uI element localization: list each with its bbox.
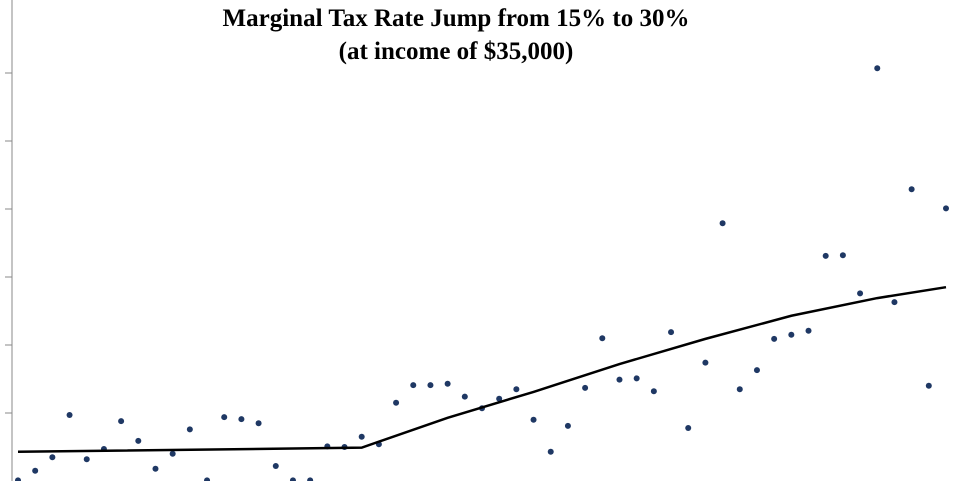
- data-point: [616, 376, 623, 383]
- data-point: [49, 454, 56, 461]
- data-point: [857, 290, 864, 297]
- data-point: [753, 367, 760, 374]
- data-point: [822, 252, 829, 259]
- data-point: [530, 416, 537, 423]
- data-point: [599, 335, 606, 342]
- data-point: [891, 299, 898, 306]
- data-point: [788, 331, 795, 338]
- data-point: [582, 384, 589, 391]
- data-point: [255, 420, 262, 427]
- data-point: [410, 382, 417, 389]
- chart-subtitle: (at income of $35,000): [339, 38, 574, 65]
- data-point: [925, 382, 932, 389]
- data-point: [204, 477, 211, 481]
- data-point: [83, 456, 90, 463]
- data-point: [874, 65, 881, 72]
- data-point: [186, 426, 193, 433]
- data-point: [32, 467, 39, 474]
- data-point: [461, 393, 468, 400]
- chart-title: Marginal Tax Rate Jump from 15% to 30%: [223, 5, 690, 32]
- data-point: [135, 437, 142, 444]
- data-point: [15, 477, 21, 481]
- data-point: [289, 477, 296, 481]
- data-point: [668, 329, 675, 336]
- data-point: [547, 448, 554, 455]
- data-point: [564, 422, 571, 429]
- data-point: [908, 186, 915, 193]
- data-point: [169, 450, 176, 457]
- data-point: [427, 382, 434, 389]
- data-point: [307, 477, 314, 481]
- data-point: [272, 463, 279, 470]
- data-point: [221, 414, 228, 421]
- data-point: [685, 424, 692, 431]
- data-point: [702, 359, 709, 366]
- data-point: [719, 220, 726, 227]
- data-point: [943, 205, 949, 212]
- data-point: [771, 335, 778, 342]
- data-point: [393, 399, 400, 406]
- data-point: [805, 327, 812, 334]
- data-point: [118, 418, 125, 425]
- data-point: [238, 416, 245, 423]
- data-point: [496, 395, 503, 402]
- data-point: [358, 433, 365, 440]
- data-point: [736, 386, 743, 393]
- data-point: [839, 252, 846, 259]
- data-point: [650, 388, 657, 395]
- data-point: [66, 412, 73, 419]
- data-point: [513, 386, 520, 393]
- data-point: [633, 375, 640, 382]
- fit-line: [17, 285, 947, 454]
- data-point: [152, 465, 159, 472]
- data-point: [444, 380, 451, 387]
